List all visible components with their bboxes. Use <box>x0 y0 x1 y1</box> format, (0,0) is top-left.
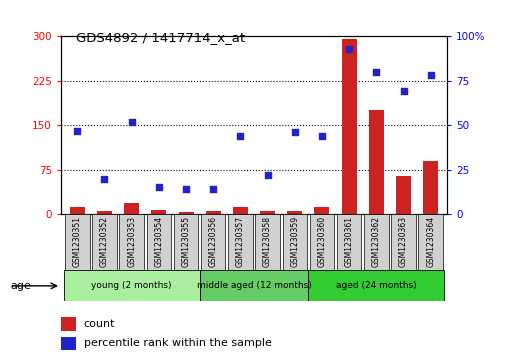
Bar <box>70 207 85 214</box>
Point <box>101 176 109 182</box>
Point <box>128 119 136 125</box>
Text: GSM1230364: GSM1230364 <box>426 216 435 267</box>
Bar <box>260 211 275 214</box>
Bar <box>151 210 166 214</box>
Text: GSM1230362: GSM1230362 <box>372 216 381 267</box>
Point <box>182 186 190 192</box>
Text: count: count <box>84 319 115 329</box>
Text: young (2 months): young (2 months) <box>91 281 172 290</box>
Point <box>427 73 435 78</box>
Text: GDS4892 / 1417714_x_at: GDS4892 / 1417714_x_at <box>76 31 245 44</box>
Point <box>236 133 244 139</box>
Bar <box>65 214 89 270</box>
Bar <box>337 214 361 270</box>
Text: middle aged (12 months): middle aged (12 months) <box>197 281 311 290</box>
Bar <box>174 214 198 270</box>
Text: GSM1230361: GSM1230361 <box>344 216 354 267</box>
Bar <box>178 212 194 214</box>
Bar <box>64 270 200 301</box>
Point <box>318 133 326 139</box>
Bar <box>310 214 334 270</box>
Bar <box>61 337 76 350</box>
Text: GSM1230352: GSM1230352 <box>100 216 109 267</box>
Text: GSM1230359: GSM1230359 <box>290 216 299 267</box>
Text: GSM1230353: GSM1230353 <box>127 216 136 267</box>
Bar <box>342 39 357 214</box>
Bar <box>396 176 411 214</box>
Text: GSM1230363: GSM1230363 <box>399 216 408 267</box>
Text: aged (24 months): aged (24 months) <box>336 281 417 290</box>
Bar <box>419 214 443 270</box>
Bar <box>119 214 144 270</box>
Bar <box>288 211 302 214</box>
Bar <box>201 214 226 270</box>
Bar <box>256 214 280 270</box>
Bar <box>228 214 252 270</box>
Bar <box>233 207 248 214</box>
Text: GSM1230357: GSM1230357 <box>236 216 245 267</box>
Bar <box>369 110 384 214</box>
Bar <box>147 214 171 270</box>
Bar <box>391 214 416 270</box>
Text: GSM1230360: GSM1230360 <box>318 216 327 267</box>
Bar <box>314 207 330 214</box>
Bar <box>423 161 438 214</box>
Point <box>73 128 81 134</box>
Point <box>345 46 353 52</box>
Bar <box>92 214 117 270</box>
Point <box>399 89 407 94</box>
Bar <box>61 317 76 331</box>
Point <box>209 186 217 192</box>
Bar <box>124 204 139 214</box>
Text: GSM1230351: GSM1230351 <box>73 216 82 267</box>
Text: GSM1230355: GSM1230355 <box>181 216 190 267</box>
Point <box>264 172 272 178</box>
Point <box>372 69 380 75</box>
Bar <box>206 211 220 214</box>
Point <box>155 185 163 191</box>
Text: GSM1230354: GSM1230354 <box>154 216 164 267</box>
Bar <box>97 211 112 214</box>
Bar <box>308 270 444 301</box>
Text: age: age <box>10 281 31 291</box>
Bar <box>364 214 389 270</box>
Text: GSM1230358: GSM1230358 <box>263 216 272 267</box>
Text: GSM1230356: GSM1230356 <box>209 216 218 267</box>
Point <box>291 130 299 135</box>
Bar <box>200 270 308 301</box>
Text: percentile rank within the sample: percentile rank within the sample <box>84 338 272 348</box>
Bar <box>282 214 307 270</box>
